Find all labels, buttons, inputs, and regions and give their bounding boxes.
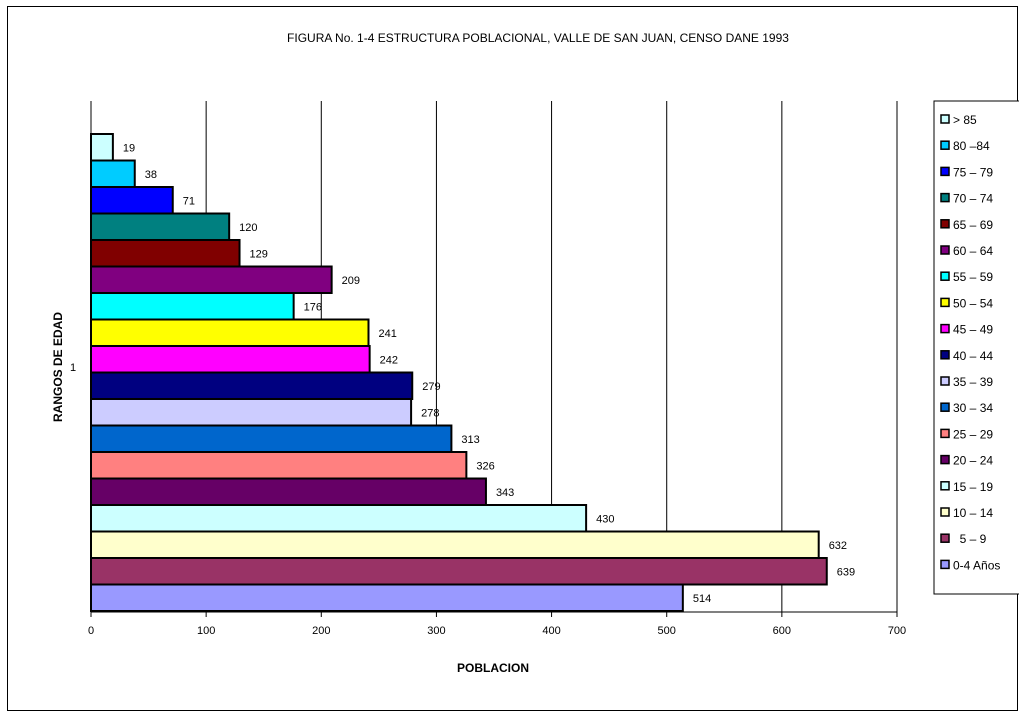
data-label-5: 326 [476,460,494,472]
bar-7 [90,398,413,427]
x-tick-label-1: 100 [197,625,215,637]
chart-title: FIGURA No. 1-4 ESTRUCTURA POBLACIONAL, V… [287,31,789,45]
x-tick-label-4: 400 [542,625,560,637]
legend-label-15: 10 – 14 [953,506,993,520]
data-label-1: 639 [837,566,855,578]
bar-8 [90,371,414,400]
legend-label-6: 55 – 59 [953,270,993,284]
legend-swatch-4 [940,219,950,229]
legend: > 85 80 –84 75 – 79 70 – 74 65 – 69 60 – 64 55… [933,100,1019,595]
x-tick-label-0: 0 [88,625,94,637]
legend-label-4: 65 – 69 [953,218,993,232]
bar-12 [90,265,333,294]
legend-swatch-11 [940,402,950,412]
legend-label-5: 60 – 64 [953,244,993,258]
chart-frame: FIGURA No. 1-4 ESTRUCTURA POBLACIONAL, V… [7,6,1019,711]
legend-label-10: 35 – 39 [953,375,993,389]
bar-17 [90,133,114,162]
bar-13 [90,239,241,268]
x-tick-label-6: 600 [773,625,791,637]
bar-5 [90,451,468,480]
legend-label-9: 40 – 44 [953,349,993,363]
data-label-12: 209 [342,275,360,287]
bar-1 [90,557,828,586]
data-label-17: 19 [123,142,135,154]
legend-swatch-7 [940,297,950,308]
y-axis-title: RANGOS DE EDAD [51,312,65,422]
bar-14 [90,212,231,241]
legend-swatch-5 [940,245,950,255]
data-label-3: 430 [596,513,614,525]
legend-label-11: 30 – 34 [953,401,993,415]
legend-swatch-12 [940,428,950,439]
legend-label-0: > 85 [953,113,977,127]
data-label-7: 278 [421,407,439,419]
legend-swatch-3 [940,192,950,203]
legend-label-8: 45 – 49 [953,323,993,337]
bars: 514 639 632 430 343 326 313 278 279 242 241 176 209 1… [90,133,855,612]
bar-9 [90,345,371,374]
category-label: 1 [70,362,76,374]
data-label-16: 38 [145,169,157,181]
legend-label-7: 50 – 54 [953,296,993,310]
legend-swatch-17 [940,559,950,570]
legend-swatch-10 [940,376,950,386]
x-tick-label-7: 700 [888,625,906,637]
data-label-4: 343 [496,487,514,499]
x-axis-title: POBLACION [457,661,529,675]
data-label-2: 632 [829,540,847,552]
legend-items: > 85 80 –84 75 – 79 70 – 74 65 – 69 60 – 64 55… [940,113,1000,572]
legend-swatch-13 [940,454,950,465]
data-label-6: 313 [461,434,479,446]
axes: 0 100 200 300 400 500 600 700 [88,101,906,637]
bar-16 [90,159,136,188]
chart-svg: FIGURA No. 1-4 ESTRUCTURA POBLACIONAL, V… [51,31,1019,675]
data-label-9: 242 [380,354,398,366]
bar-10 [90,318,370,347]
bar-0 [90,583,684,612]
legend-swatch-16 [940,533,950,543]
legend-label-1: 80 –84 [953,139,990,153]
legend-swatch-2 [940,166,950,177]
legend-swatch-15 [940,507,950,517]
legend-label-17: 0-4 Años [953,558,1000,572]
data-label-13: 129 [250,248,268,260]
bar-11 [90,292,295,321]
grid-lines [205,101,898,612]
legend-swatch-0 [940,114,950,124]
x-tick-label-3: 300 [427,625,445,637]
data-label-15: 71 [183,195,195,207]
legend-swatch-8 [940,323,950,334]
legend-swatch-9 [940,350,950,360]
data-label-14: 120 [239,222,257,234]
legend-label-16: 5 – 9 [953,532,987,546]
legend-swatch-6 [940,271,950,281]
bar-15 [90,186,174,215]
legend-label-14: 15 – 19 [953,480,993,494]
legend-label-2: 75 – 79 [953,165,993,179]
legend-label-3: 70 – 74 [953,192,993,206]
legend-label-12: 25 – 29 [953,427,993,441]
bar-4 [90,477,487,506]
bar-2 [90,530,820,559]
data-label-10: 241 [378,328,396,340]
data-label-0: 514 [693,593,711,605]
bar-6 [90,424,453,453]
data-label-11: 176 [304,301,322,313]
legend-swatch-14 [940,481,950,491]
x-tick-label-2: 200 [312,625,330,637]
bar-3 [90,504,588,533]
legend-label-13: 20 – 24 [953,454,993,468]
x-tick-label-5: 500 [658,625,676,637]
legend-swatch-1 [940,140,950,150]
data-label-8: 279 [422,381,440,393]
